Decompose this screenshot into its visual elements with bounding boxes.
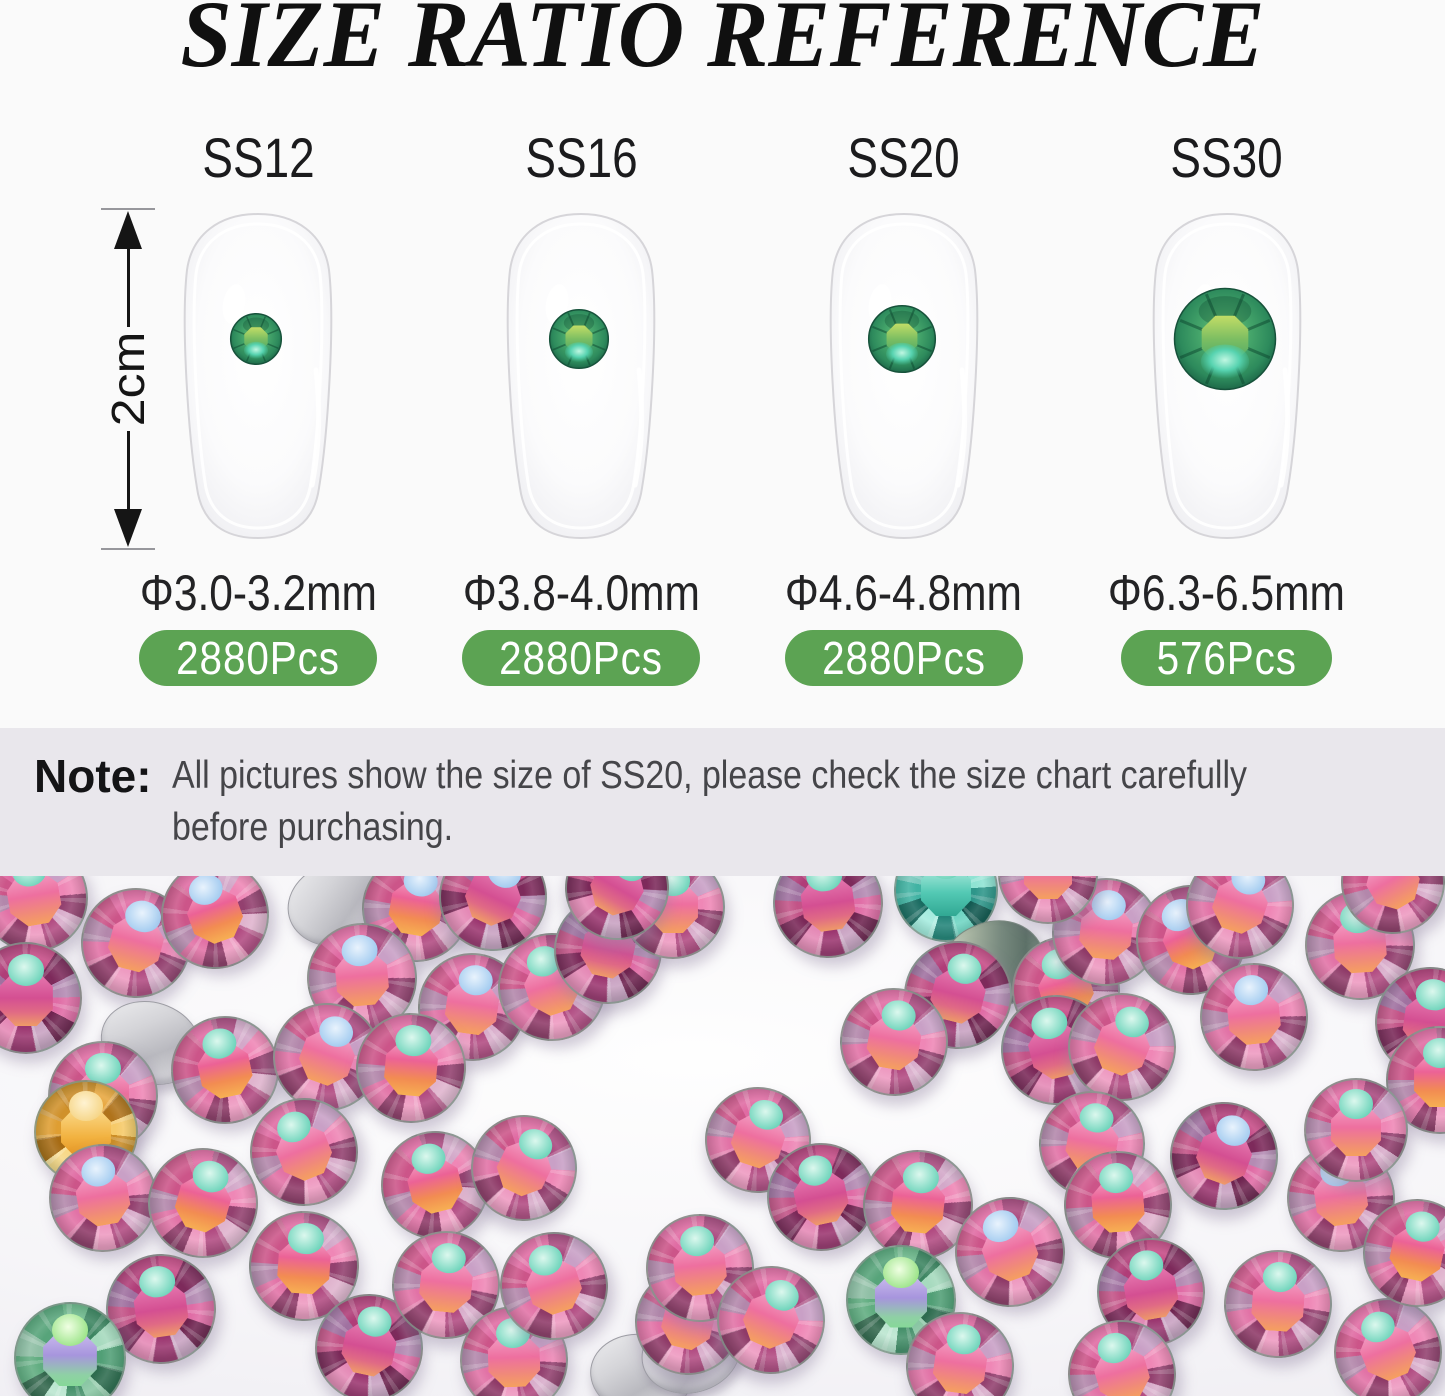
arrow-top-cap bbox=[101, 208, 155, 210]
diameter-text: Φ6.3-6.5mm bbox=[1108, 565, 1346, 621]
diameter-text: Φ3.8-4.0mm bbox=[462, 565, 700, 621]
green-rhinestone-sample bbox=[867, 304, 936, 374]
size-column-ss12: SS12 Φ3.0-3.2mm 2880Pcs bbox=[97, 130, 420, 686]
size-label: SS20 bbox=[847, 126, 961, 189]
size-label: SS12 bbox=[202, 126, 315, 189]
stone-reflection-dot bbox=[929, 876, 963, 879]
stone-reflection-dot bbox=[1339, 1089, 1373, 1119]
nail-sample bbox=[506, 212, 656, 540]
rhinestone bbox=[831, 979, 957, 1105]
nail-sample bbox=[829, 212, 979, 540]
rhinestone bbox=[1220, 1246, 1336, 1362]
nail-image bbox=[493, 210, 669, 542]
nail-image bbox=[816, 210, 992, 542]
size-column-ss16: SS16 Φ3.8-4.0mm 2880Pcs bbox=[420, 130, 743, 686]
size-label: SS16 bbox=[524, 126, 638, 189]
stone-reflection-dot bbox=[8, 954, 44, 986]
rhinestone bbox=[1386, 1026, 1445, 1134]
stone-reflection-dot bbox=[1422, 1037, 1445, 1069]
stone-reflection-dot bbox=[883, 1257, 919, 1288]
rhinestone bbox=[894, 876, 998, 942]
green-rhinestone-sample bbox=[230, 312, 283, 366]
nail-image bbox=[170, 210, 346, 542]
size-label: SS30 bbox=[1170, 126, 1283, 189]
arrow-line bbox=[126, 249, 130, 327]
note-line-2: before purchasing. bbox=[171, 806, 453, 849]
nail-highlight bbox=[222, 284, 246, 324]
rhinestone bbox=[998, 876, 1098, 924]
count-badge: 2880Pcs bbox=[784, 630, 1023, 686]
page-title: SIZE RATIO REFERENCE bbox=[180, 0, 1265, 87]
size-column-ss30: SS30 Φ6.3-6.5mm 576Pcs bbox=[1065, 130, 1388, 686]
note-text: All pictures show the size of SS20, plea… bbox=[172, 750, 1247, 854]
rhinestone bbox=[899, 1305, 1021, 1396]
rhinestone bbox=[1194, 957, 1314, 1077]
size-columns: SS12 Φ3.0-3.2mm 2880Pcs SS16 Φ3.8-4.0mm 2880P… bbox=[97, 130, 1388, 686]
nail-sample bbox=[184, 212, 333, 540]
rhinestone bbox=[0, 942, 82, 1054]
count-badge: 2880Pcs bbox=[139, 630, 378, 686]
arrow-line bbox=[126, 431, 130, 509]
green-rhinestone-sample bbox=[1173, 287, 1276, 391]
diameter-text: Φ4.6-4.8mm bbox=[785, 565, 1023, 621]
note-label: Note: bbox=[34, 750, 152, 802]
diameter-text: Φ3.0-3.2mm bbox=[139, 565, 377, 621]
green-rhinestone-sample bbox=[549, 308, 610, 370]
note-section: Note: All pictures show the size of SS20… bbox=[0, 728, 1445, 876]
arrow-bottom-cap bbox=[101, 548, 155, 550]
stone-table-facet bbox=[1024, 876, 1072, 899]
rhinestone bbox=[1304, 1078, 1408, 1182]
rhinestone bbox=[14, 1302, 126, 1396]
nail-sample bbox=[1152, 212, 1301, 540]
arrow-up-icon bbox=[114, 211, 142, 249]
rhinestone bbox=[765, 876, 891, 966]
rhinestone bbox=[1154, 1086, 1294, 1226]
measurement-arrow: 2cm bbox=[99, 208, 157, 550]
count-badge: 576Pcs bbox=[1120, 630, 1333, 686]
nail-image bbox=[1139, 210, 1315, 542]
size-column-ss20: SS20 Φ4.6-4.8mm 2880Pcs bbox=[743, 130, 1066, 686]
count-badge: 2880Pcs bbox=[462, 630, 701, 686]
stone-reflection-dot bbox=[52, 1314, 88, 1346]
arrow-down-icon bbox=[114, 509, 142, 547]
rhinestone-photo bbox=[0, 876, 1445, 1396]
stone-reflection-dot bbox=[85, 1053, 121, 1084]
note-line-1: All pictures show the size of SS20, plea… bbox=[171, 754, 1247, 797]
rhinestone bbox=[351, 1008, 471, 1128]
stone-reflection-dot bbox=[69, 1091, 103, 1121]
